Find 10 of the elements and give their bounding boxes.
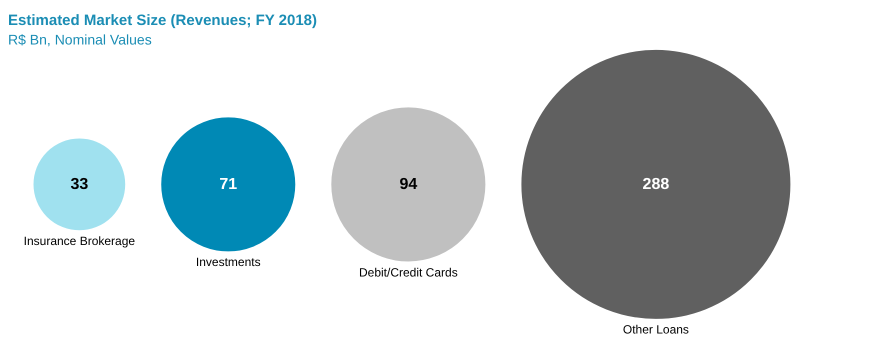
category-label: Debit/Credit Cards — [358, 265, 458, 280]
data-label: 94 — [399, 176, 418, 193]
category-label: Other Loans — [622, 322, 689, 337]
category-label: Investments — [196, 255, 261, 270]
text: R$ Bn, Nominal Values — [8, 31, 152, 48]
text: Estimated Market Size (Revenues; FY 2018) — [8, 12, 318, 30]
data-label: 33 — [70, 176, 88, 193]
category-label: Insurance Brokerage — [24, 234, 136, 248]
data-label: 71 — [219, 176, 238, 193]
data-label: 288 — [642, 176, 670, 193]
